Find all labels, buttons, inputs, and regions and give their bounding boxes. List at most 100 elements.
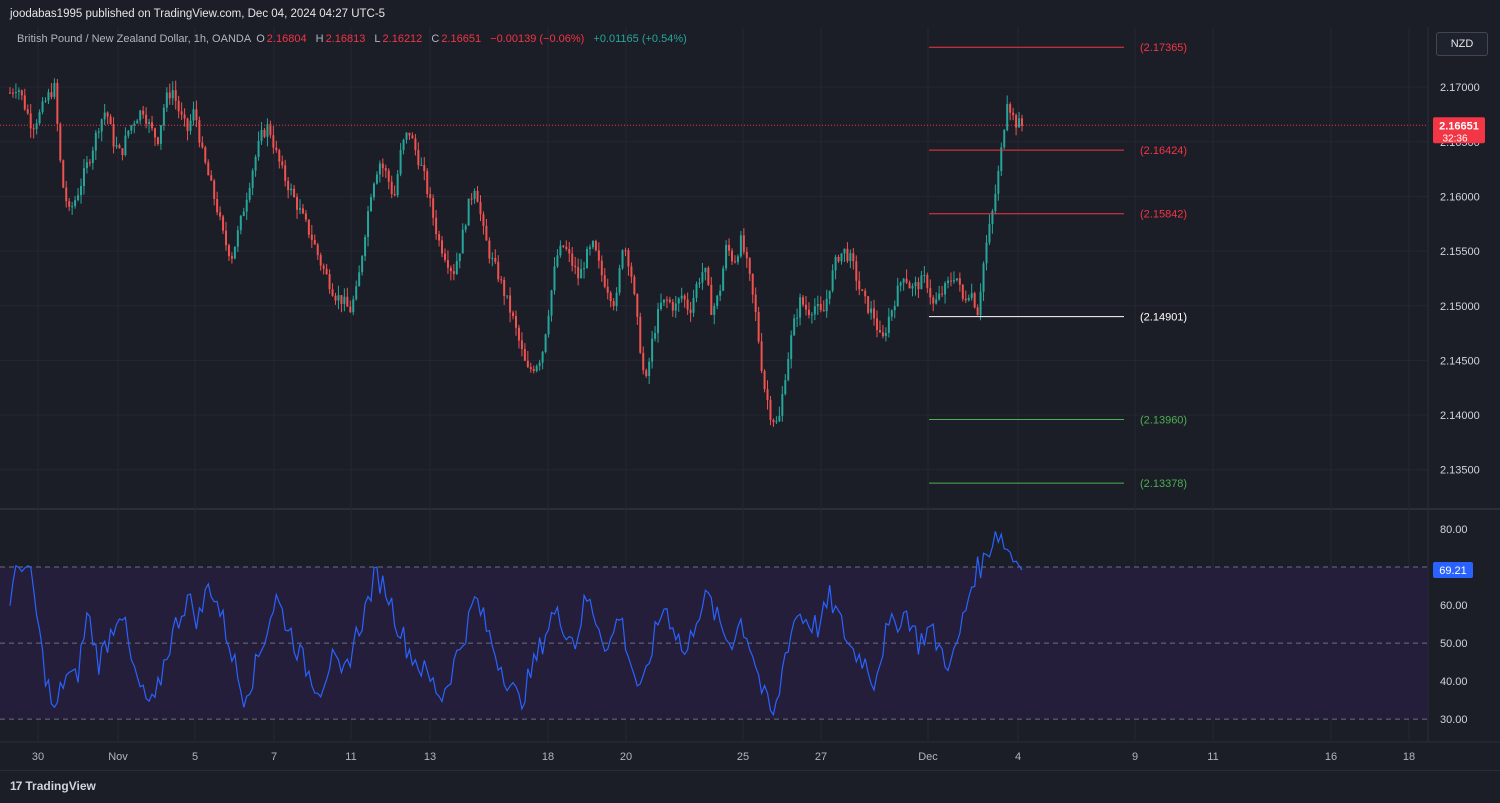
rsi-tag: [1433, 562, 1473, 579]
level-label: (2.13378): [1140, 478, 1187, 490]
symbol-legend: British Pound / New Zealand Dollar, 1h, …: [17, 33, 689, 45]
rsi-tick-label: 30.00: [1440, 714, 1468, 726]
candle-body: [408, 132, 411, 136]
candle-body: [47, 92, 50, 101]
candle-body: [855, 261, 858, 281]
candle-body: [923, 274, 926, 276]
candle-body: [449, 267, 452, 272]
candle-body: [562, 245, 565, 247]
candle-body: [287, 180, 290, 191]
candle-body: [142, 110, 145, 115]
currency-button[interactable]: NZD: [1436, 32, 1488, 56]
rsi-tick-label: 40.00: [1440, 676, 1468, 688]
candle-body: [227, 245, 230, 257]
price-tick-label: 2.17000: [1440, 82, 1480, 94]
symbol-name[interactable]: British Pound / New Zealand Dollar, 1h, …: [17, 33, 252, 45]
candle-body: [91, 150, 94, 163]
candle-body: [251, 170, 254, 188]
candle-body: [130, 125, 133, 131]
tradingview-logo[interactable]: 17 TradingView: [10, 779, 96, 793]
candle-body: [837, 256, 840, 262]
x-tick-label: 30: [32, 751, 44, 763]
candle-body: [600, 260, 603, 276]
candle-body: [396, 174, 399, 196]
chart-canvas[interactable]: 30 Nov 5 7 11 13 18 20 25 27 Dec 4 9 11 16 18 2.17000 2.1…: [0, 0, 1500, 770]
candle-body: [802, 297, 805, 305]
x-tick-label: Dec: [918, 751, 938, 763]
candle-body: [375, 174, 378, 184]
candle-body: [991, 211, 994, 225]
candle-body: [544, 334, 547, 352]
candle-body: [204, 147, 207, 163]
candle-body: [310, 234, 313, 240]
candle-body: [174, 90, 177, 101]
candle-body: [195, 109, 198, 121]
candle-body: [402, 139, 405, 150]
candle-body: [722, 268, 725, 291]
candle-body: [325, 268, 328, 275]
candle-body: [571, 253, 574, 266]
candle-body: [603, 275, 606, 287]
candle-body: [926, 274, 929, 289]
candle-body: [745, 251, 748, 259]
candle-body: [121, 148, 124, 156]
x-tick-label: 18: [542, 751, 554, 763]
candle-body: [988, 224, 991, 243]
candle-body: [594, 241, 597, 251]
candle-body: [541, 351, 544, 363]
candle-body: [381, 163, 384, 169]
candle-body: [183, 114, 186, 119]
candle-body: [17, 90, 20, 92]
candle-body: [269, 124, 272, 136]
close-label: C: [431, 33, 440, 45]
candle-body: [71, 206, 74, 208]
candle-body: [636, 294, 639, 317]
low-label: L: [374, 33, 381, 45]
candle-body: [509, 295, 512, 313]
candle-body: [156, 137, 159, 144]
candle-body: [245, 199, 248, 212]
candle-body: [216, 199, 219, 213]
level-label: (2.13960): [1140, 414, 1187, 426]
candle-body: [757, 312, 760, 342]
level-label: (2.16424): [1140, 145, 1187, 157]
candle-body: [293, 188, 296, 198]
candle-body: [778, 415, 781, 422]
publish-info: joodabas1995 published on TradingView.co…: [10, 8, 386, 20]
candle-body: [77, 195, 80, 201]
candle-body: [701, 272, 704, 283]
x-tick-label: Nov: [108, 751, 128, 763]
candle-body: [500, 279, 503, 281]
candle-body: [648, 361, 651, 377]
candle-body: [896, 285, 899, 307]
candle-body: [74, 200, 77, 207]
candle-body: [136, 120, 139, 124]
candle-body: [618, 268, 621, 293]
candle-body: [858, 280, 861, 290]
candle-body: [834, 256, 837, 271]
candle-body: [577, 267, 580, 279]
candle-body: [731, 250, 734, 262]
candle-body: [849, 253, 852, 262]
candle-body: [840, 253, 843, 262]
candle-body: [597, 250, 600, 261]
candle-body: [683, 295, 686, 300]
candle-body: [1015, 115, 1018, 128]
price-tick-label: 2.15500: [1440, 246, 1480, 258]
candle-body: [955, 278, 958, 281]
candle-body: [458, 253, 461, 261]
candle-body: [313, 239, 316, 245]
candle-body: [441, 240, 444, 254]
volume-change-value: +0.01165 (+0.54%): [593, 33, 687, 45]
candle-body: [29, 113, 32, 129]
candle-body: [609, 292, 612, 302]
candle-body: [574, 265, 577, 268]
candle-body: [591, 241, 594, 248]
candle-body: [941, 293, 944, 295]
candle-body: [766, 389, 769, 401]
candle-body: [257, 140, 260, 157]
candle-body: [367, 211, 370, 238]
candle-body: [189, 120, 192, 131]
candle-body: [621, 250, 624, 269]
x-tick-label: 7: [271, 751, 277, 763]
